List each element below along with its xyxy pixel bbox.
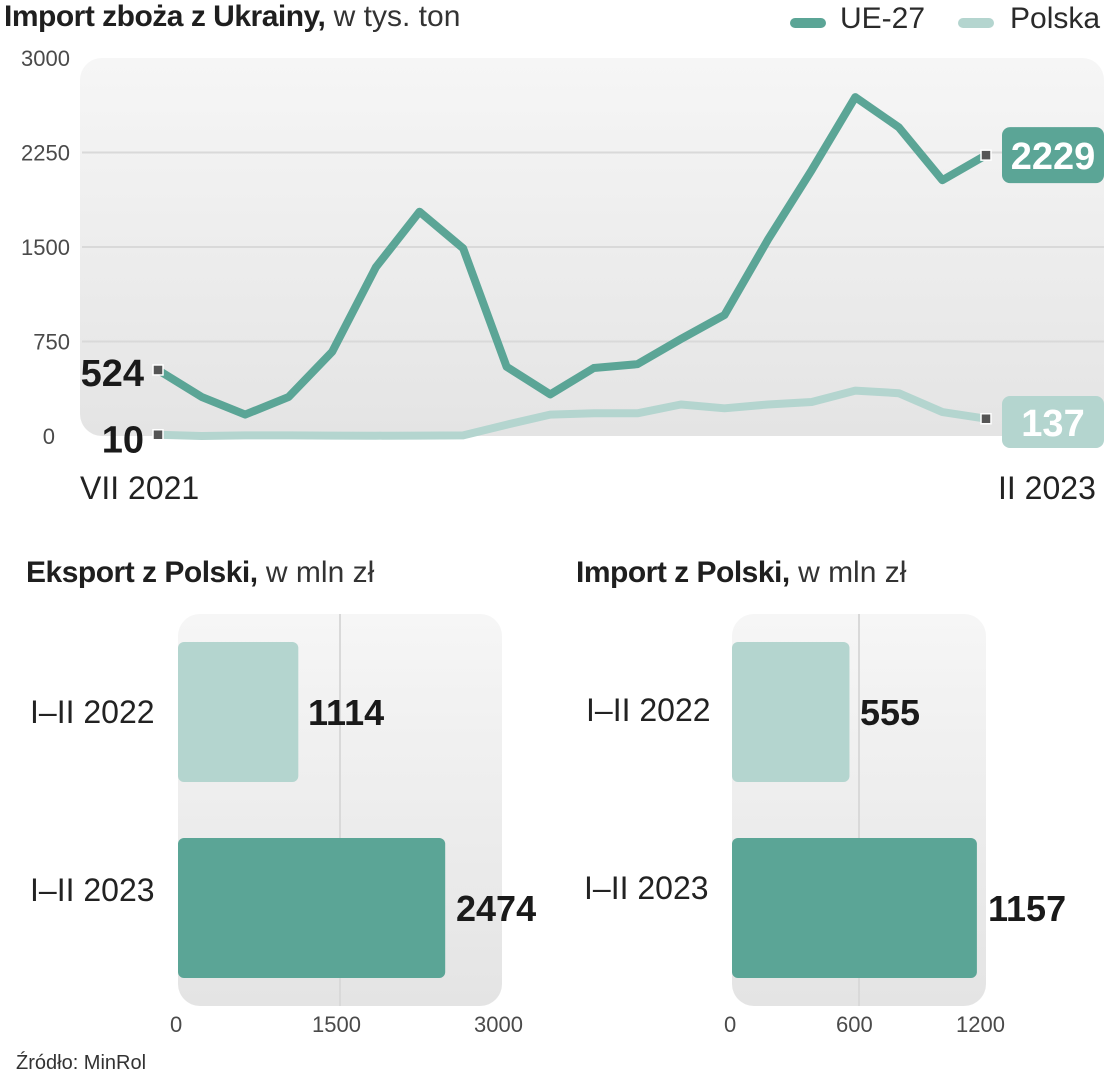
series-line-ue: [154, 93, 990, 419]
endpoint-marker: [980, 412, 992, 425]
import-category-2022: I–II 2022: [586, 692, 711, 728]
export-value-2023: 2474: [456, 888, 537, 929]
y-tick-label: 750: [33, 330, 70, 355]
import-chart-title-bold: Import z Polski,: [576, 556, 790, 589]
import-value-2023: 1157: [988, 888, 1067, 929]
legend-swatch-ue: [790, 18, 826, 28]
export-tick-1: 1500: [312, 1012, 361, 1037]
line-chart-title: Import zboża z Ukrainy, w tys. ton: [4, 0, 460, 34]
export-category-2022: I–II 2022: [30, 694, 155, 730]
endpoint-marker: [152, 428, 164, 441]
import-bar-2022: [732, 642, 850, 782]
series-line-pl: [154, 386, 990, 440]
y-tick-label: 3000: [21, 46, 70, 71]
start-label-pl: 10: [102, 420, 144, 462]
end-label-pl: 137: [1021, 403, 1084, 445]
import-tick-1: 600: [836, 1012, 873, 1037]
end-badge-pl: [1002, 396, 1104, 448]
legend-label-ue: UE-27: [840, 2, 926, 35]
export-tick-2: 3000: [474, 1012, 523, 1037]
import-chart-title-unit: w mln zł: [798, 556, 907, 589]
export-category-2023: I–II 2023: [30, 872, 155, 908]
legend-label-pl: Polska: [1010, 2, 1101, 35]
export-bar-2022: [178, 642, 299, 782]
export-value-2022: 1114: [308, 692, 385, 733]
y-tick-label: 1500: [21, 235, 70, 260]
import-value-2022: 555: [860, 692, 921, 733]
line-chart-title-unit: w tys. ton: [333, 0, 461, 33]
y-tick-label: 2250: [21, 141, 70, 166]
import-category-2023: I–II 2023: [584, 870, 709, 906]
import-chart-title: Import z Polski, w mln zł: [576, 556, 906, 590]
endpoint-marker: [152, 364, 164, 376]
start-label-ue: 524: [81, 353, 144, 395]
end-badge-ue: [1002, 127, 1104, 184]
line-chart-title-bold: Import zboża z Ukrainy,: [4, 0, 326, 33]
export-tick-0: 0: [170, 1012, 183, 1037]
endpoint-marker: [980, 149, 992, 161]
import-bar-2023: [732, 838, 977, 978]
import-tick-0: 0: [724, 1012, 737, 1037]
x-end-label: II 2023: [998, 470, 1096, 506]
export-chart-title-bold: Eksport z Polski,: [26, 556, 258, 589]
export-chart-title: Eksport z Polski, w mln zł: [26, 556, 374, 590]
export-bar-2023: [178, 838, 446, 978]
end-label-ue: 2229: [1011, 136, 1096, 178]
source-note: Źródło: MinRol: [16, 1052, 147, 1074]
import-tick-2: 1200: [956, 1012, 1005, 1037]
line-chart: 3000 2250 1500 750 0 524 10 2229 137: [21, 46, 1104, 462]
legend-swatch-pl: [958, 18, 994, 28]
y-tick-label: 0: [43, 424, 55, 449]
x-start-label: VII 2021: [80, 470, 200, 506]
export-chart-title-unit: w mln zł: [265, 556, 375, 589]
